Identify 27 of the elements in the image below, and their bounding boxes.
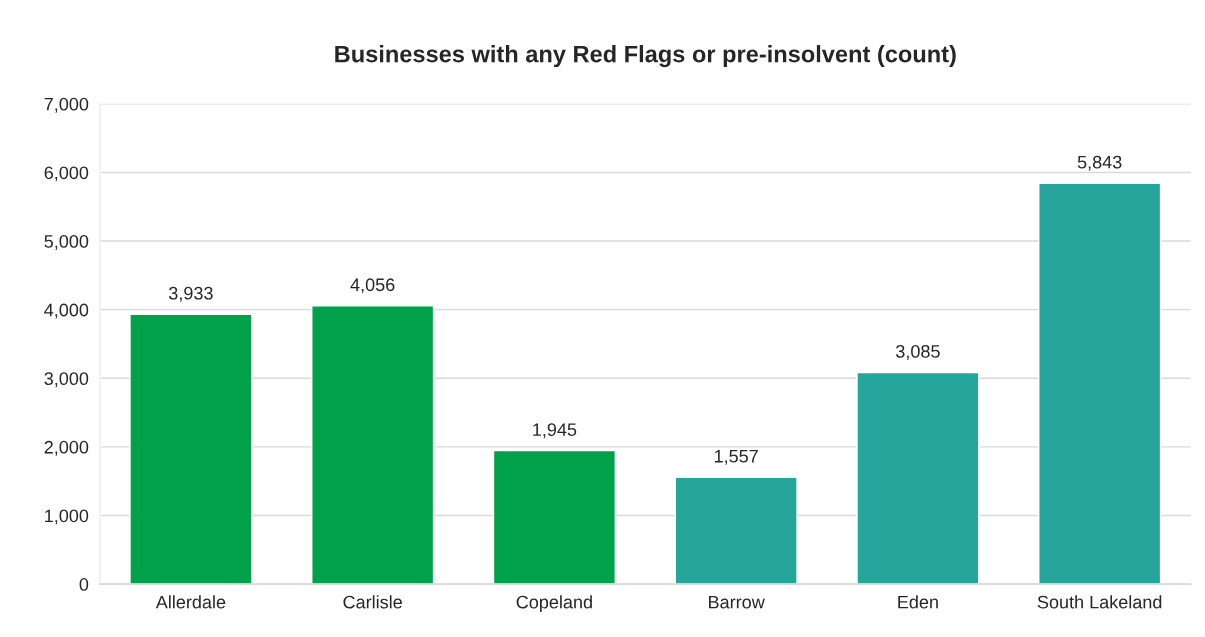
y-tick-label: 6,000: [44, 166, 89, 182]
y-tick-label: 1,000: [45, 509, 89, 525]
bar: [129, 313, 253, 585]
data-label: 3,085: [896, 344, 940, 360]
y-tick-label: 3,000: [44, 372, 89, 388]
y-tick-label: 7,000: [44, 97, 89, 113]
data-label: 3,933: [168, 286, 213, 302]
bar: [1038, 182, 1162, 585]
x-tick-label: Barrow: [709, 595, 765, 609]
bar: [492, 449, 616, 585]
data-label: 4,056: [350, 278, 395, 294]
bar: [856, 371, 980, 585]
x-tick-label: Allerdale: [155, 595, 226, 609]
data-label: 1,945: [533, 423, 577, 439]
y-tick-label: 0: [79, 578, 89, 591]
y-tick-label: 4,000: [44, 303, 89, 319]
x-tick-label: South Lakeland: [1037, 595, 1162, 609]
y-tick-label: 5,000: [44, 234, 89, 250]
bar: [311, 305, 435, 585]
bar: [674, 476, 798, 585]
x-tick-label: Carlisle: [343, 595, 402, 609]
x-tick-label: Copeland: [516, 595, 592, 613]
data-label: 1,557: [714, 450, 758, 465]
data-label: 5,843: [1077, 155, 1122, 171]
y-tick-label: 2,000: [44, 440, 89, 456]
x-tick-label: Eden: [898, 595, 938, 609]
chart-title: Businesses with any Red Flags or pre-insolvent (count): [335, 45, 956, 68]
